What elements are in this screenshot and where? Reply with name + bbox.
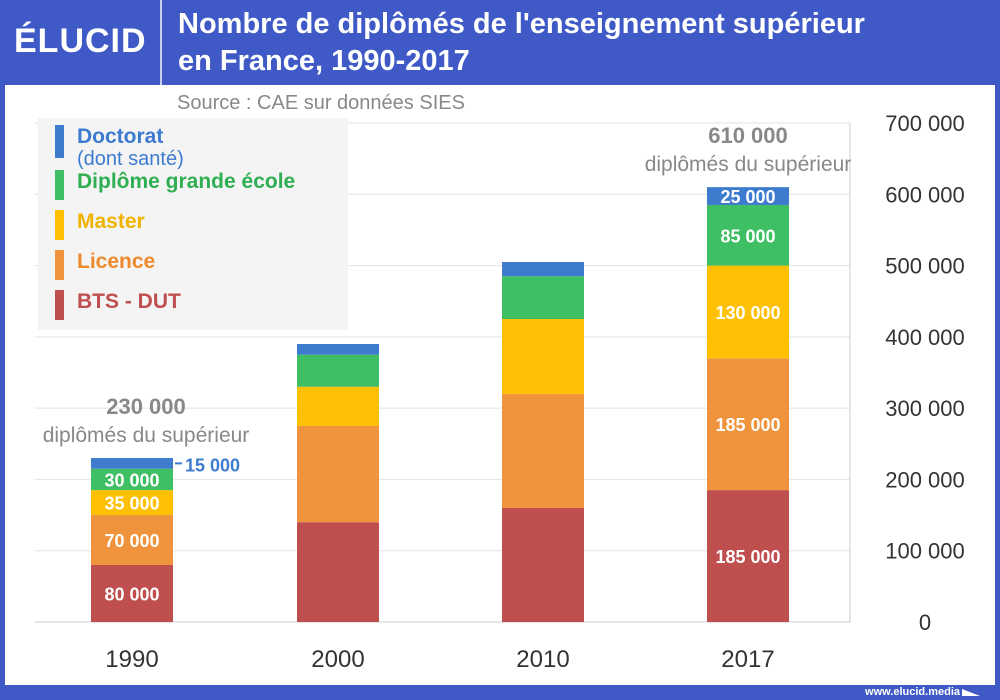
title-line-1: Nombre de diplômés de l'enseignement sup… [178, 8, 865, 40]
x-tick-label: 1990 [105, 646, 158, 673]
data-label: 185 000 [715, 547, 780, 567]
legend-label: BTS - DUT [77, 290, 181, 313]
data-label: 85 000 [720, 226, 775, 246]
bar-segment-2017-1 [707, 358, 789, 491]
legend-label-sub: (dont santé) [77, 148, 184, 170]
chart-title: Nombre de diplômés de l'enseignement sup… [178, 6, 865, 80]
y-tick-label: 400 000 [885, 325, 965, 350]
bar-segment-1990-2 [91, 490, 173, 516]
chart-panel: 0 100 000 200 000 300 000 400 000 500 000 600 … [5, 85, 995, 685]
data-label: 30 000 [104, 470, 159, 490]
y-tick-label: 700 000 [885, 111, 965, 136]
y-tick-label: 0 [919, 610, 931, 635]
y-tick-label: 100 000 [885, 539, 965, 564]
data-label: 15 000 [185, 455, 240, 475]
header-divider [160, 0, 162, 85]
data-label: 70 000 [104, 531, 159, 551]
total-annotation-value: 230 000 [106, 394, 186, 419]
bar-segment-2000-0 [297, 522, 379, 622]
footer-url: www.elucid.media [865, 686, 960, 698]
legend-box [38, 118, 348, 330]
bar-segment-2000-2 [297, 386, 379, 426]
bar-segment-2000-3 [297, 354, 379, 387]
y-tick-label: 200 000 [885, 467, 965, 492]
y-tick-label: 500 000 [885, 254, 965, 279]
bar-segment-2000-4 [297, 343, 379, 355]
legend-label: Master [77, 210, 145, 233]
bar-segment-2010-0 [502, 507, 584, 622]
x-tick-label: 2010 [516, 646, 569, 673]
elucid-logo: ÉLUCID [14, 22, 147, 60]
y-tick-label: 300 000 [885, 396, 965, 421]
legend-swatch [55, 210, 64, 240]
bar-segment-2000-1 [297, 425, 379, 523]
bar-segment-2017-0 [707, 490, 789, 622]
total-annotation-label: diplômés du supérieur [43, 424, 250, 447]
x-tick-label: 2017 [721, 646, 774, 673]
bar-segment-1990-3 [91, 468, 173, 491]
y-tick-label: 600 000 [885, 182, 965, 207]
data-label: 130 000 [715, 303, 780, 323]
bar-segment-1990-0 [91, 564, 173, 622]
stacked-bar-chart: 0 100 000 200 000 300 000 400 000 500 000 600 … [35, 92, 965, 673]
legend-swatch [55, 125, 64, 158]
legend-swatch [55, 290, 64, 320]
total-annotation-label: diplômés du supérieur [645, 153, 852, 176]
elucid-flag-icon [962, 689, 980, 696]
bar-segment-2010-1 [502, 393, 584, 508]
data-label: 25 000 [720, 187, 775, 207]
bar-segment-2010-4 [502, 262, 584, 277]
title-line-2: en France, 1990-2017 [178, 45, 470, 77]
legend-label: Diplôme grande école [77, 170, 295, 193]
bar-segment-2017-3 [707, 204, 789, 266]
legend-swatch [55, 170, 64, 200]
source-text: Source : CAE sur données SIES [177, 92, 465, 114]
bar-segment-2017-4 [707, 187, 789, 205]
x-tick-label: 2000 [311, 646, 364, 673]
data-label: 35 000 [104, 494, 159, 514]
bar-segment-2010-3 [502, 276, 584, 320]
bar-segment-1990-1 [91, 515, 173, 565]
legend-label: Licence [77, 250, 155, 273]
total-annotation-value: 610 000 [708, 123, 788, 148]
data-label: 80 000 [104, 584, 159, 604]
data-label: 185 000 [715, 415, 780, 435]
legend-label: Doctorat [77, 125, 163, 148]
header: ÉLUCID Nombre de diplômés de l'enseignem… [0, 0, 1000, 85]
legend-swatch [55, 250, 64, 280]
bar-segment-2017-2 [707, 265, 789, 359]
bar-segment-2010-2 [502, 319, 584, 394]
bar-segment-1990-4 [91, 458, 173, 469]
